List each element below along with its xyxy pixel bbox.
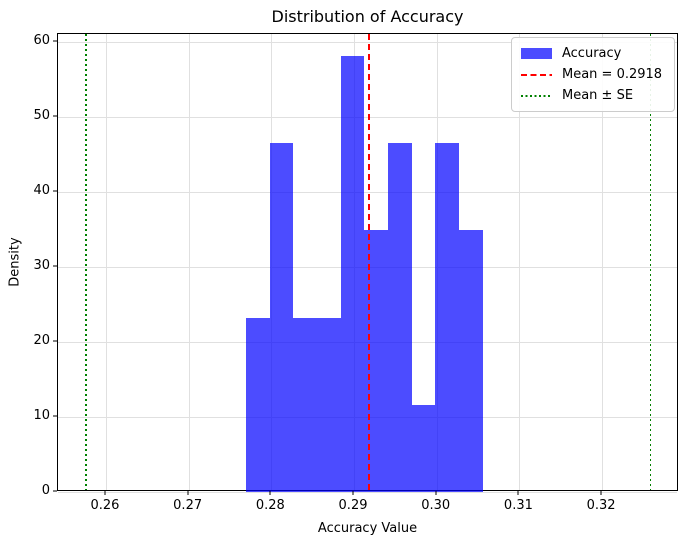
legend-item-se: Mean ± SE [521,87,664,104]
y-tick-label: 30 [33,257,50,273]
y-tick-mark [53,490,57,492]
legend-item-mean: Mean = 0.2918 [521,66,664,83]
histogram-bar [340,55,364,492]
grid-line-horizontal [58,116,677,118]
x-tick-label: 0.27 [173,498,203,513]
se-line-left [85,34,87,490]
histogram-bar [363,230,388,492]
grid-line-horizontal [58,41,677,43]
histogram-bar [411,404,436,492]
histogram-bar [245,317,270,492]
y-tick-mark [53,115,57,117]
y-tick-label: 60 [33,32,50,48]
x-tick-mark [104,491,106,495]
histogram-bar [387,143,412,492]
legend-swatch-accuracy-patch [521,48,552,59]
y-tick-label: 10 [33,407,50,423]
grid-line-horizontal [58,492,677,493]
x-tick-mark [269,491,271,495]
y-tick-mark [53,190,57,192]
histogram-bar [435,143,460,492]
grid-line-vertical [105,34,107,490]
grid-line-vertical [602,34,604,490]
x-tick-label: 0.31 [503,498,533,513]
mean-line [367,34,370,490]
x-tick-label: 0.26 [90,498,120,513]
histogram-bar [292,317,317,492]
legend-label: Mean = 0.2918 [562,67,663,82]
x-tick-label: 0.28 [255,498,285,513]
grid-line-horizontal [58,191,677,193]
y-tick-mark [53,415,57,417]
y-tick-label: 20 [33,332,50,348]
legend-dotted-line-icon [521,94,552,97]
y-tick-label: 0 [41,483,50,498]
chart-title: Distribution of Accuracy [271,7,464,26]
y-tick-label: 50 [33,107,50,123]
y-tick-label: 40 [33,182,50,198]
histogram-bar [269,143,293,492]
histogram-bar [459,230,483,492]
grid-line-vertical [519,34,521,490]
legend: Accuracy Mean = 0.2918 Mean ± SE [511,37,675,112]
histogram-bar [316,317,341,492]
x-tick-mark [352,491,354,495]
legend-item-accuracy: Accuracy [521,45,664,62]
se-line-right [649,34,652,490]
grid-line-vertical [188,34,190,490]
x-tick-label: 0.32 [586,498,616,513]
y-tick-mark [53,340,57,342]
legend-label: Mean ± SE [562,88,634,103]
x-tick-mark [600,491,602,495]
y-tick-mark [53,40,57,42]
y-tick-mark [53,265,57,267]
legend-dashed-line-icon [521,73,552,76]
x-axis-label: Accuracy Value [317,521,418,536]
x-tick-mark [435,491,437,495]
x-tick-mark [517,491,519,495]
legend-label: Accuracy [562,46,622,61]
x-tick-label: 0.29 [338,498,368,513]
x-tick-mark [187,491,189,495]
x-tick-label: 0.30 [421,498,451,513]
